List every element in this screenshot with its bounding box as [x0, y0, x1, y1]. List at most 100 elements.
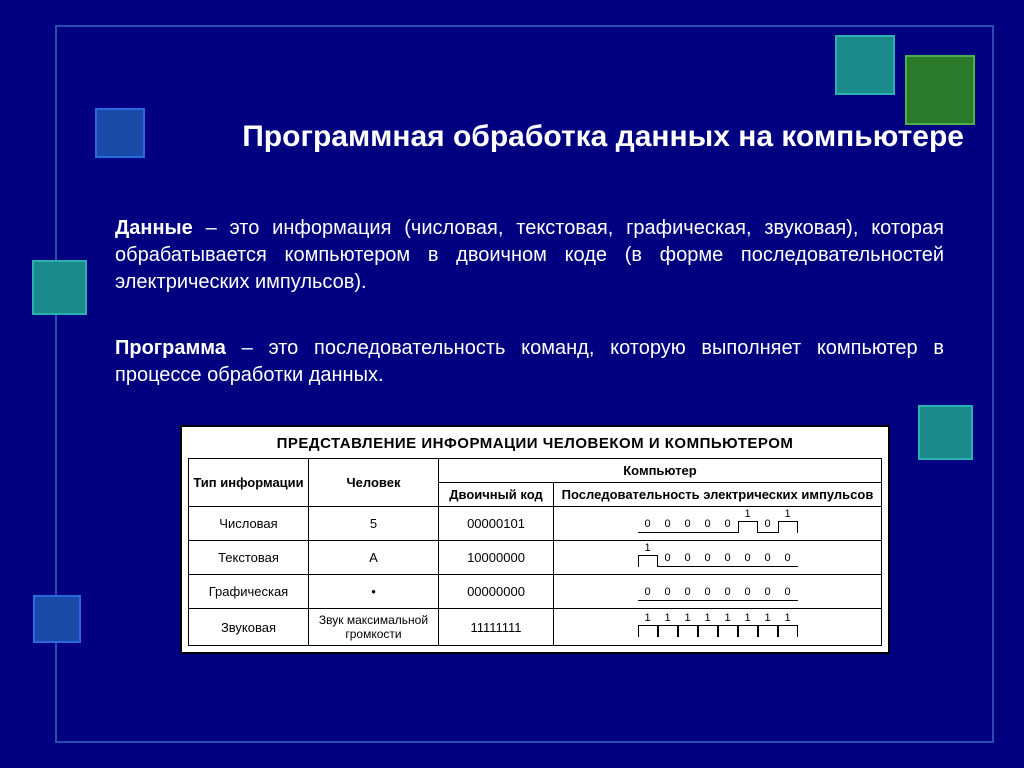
- bit-digit: 0: [678, 552, 698, 564]
- bit-digit: 0: [658, 552, 678, 564]
- pulse-low: 0: [638, 532, 658, 533]
- bit-digit: 0: [718, 518, 738, 530]
- bit-digit: 0: [758, 586, 778, 598]
- th-binary: Двоичный код: [439, 483, 554, 507]
- cell-human: Звук максимальной громкости: [309, 609, 439, 646]
- bit-digit: 0: [738, 552, 758, 564]
- bit-digit: 0: [658, 518, 678, 530]
- table-header-row-1: Тип информации Человек Компьютер: [189, 459, 882, 483]
- pulse-low: 0: [758, 566, 778, 567]
- pulse-low: 0: [778, 600, 798, 601]
- info-table-container: ПРЕДСТАВЛЕНИЕ ИНФОРМАЦИИ ЧЕЛОВЕКОМ И КОМ…: [180, 425, 890, 654]
- pulse-low: 0: [658, 566, 678, 567]
- bit-digit: 1: [659, 612, 677, 624]
- decor-square-teal-top: [835, 35, 895, 95]
- bit-digit: 1: [639, 612, 657, 624]
- cell-binary: 10000000: [439, 541, 554, 575]
- pulse-low: 0: [758, 532, 778, 533]
- pulse-low: 0: [658, 532, 678, 533]
- cell-human: A: [309, 541, 439, 575]
- impulse-signal: 00000000: [638, 579, 798, 601]
- pulse-high: 1: [738, 625, 758, 637]
- cell-impulse: 00000101: [554, 507, 882, 541]
- term-data: Данные: [115, 217, 193, 239]
- bit-digit: 0: [658, 586, 678, 598]
- pulse-high: 1: [698, 625, 718, 637]
- bit-digit: 0: [698, 518, 718, 530]
- cell-impulse: 11111111: [554, 609, 882, 646]
- bit-digit: 0: [778, 586, 798, 598]
- paragraph-data-defn: Данные – это информация (числовая, текст…: [115, 215, 944, 296]
- pulse-low: 0: [678, 532, 698, 533]
- decor-square-blue-bottom: [33, 595, 81, 643]
- cell-type: Звуковая: [189, 609, 309, 646]
- paragraph-data-body: – это информация (числовая, текстовая, г…: [115, 217, 944, 293]
- pulse-low: 0: [738, 566, 758, 567]
- cell-binary: 11111111: [439, 609, 554, 646]
- bit-digit: 0: [738, 586, 758, 598]
- decor-square-teal-right: [918, 405, 973, 460]
- bit-digit: 0: [698, 552, 718, 564]
- cell-binary: 00000101: [439, 507, 554, 541]
- th-impulse: Последовательность электрических импульс…: [554, 483, 882, 507]
- table-row: ТекстоваяA1000000010000000: [189, 541, 882, 575]
- impulse-signal: 11111111: [638, 615, 798, 637]
- pulse-high: 1: [778, 625, 798, 637]
- bit-digit: 1: [779, 612, 797, 624]
- th-computer: Компьютер: [439, 459, 882, 483]
- table-title: ПРЕДСТАВЛЕНИЕ ИНФОРМАЦИИ ЧЕЛОВЕКОМ И КОМ…: [188, 431, 882, 458]
- impulse-signal: 00000101: [638, 511, 798, 533]
- pulse-low: 0: [758, 600, 778, 601]
- cell-type: Текстовая: [189, 541, 309, 575]
- th-human: Человек: [309, 459, 439, 507]
- bit-digit: 0: [638, 586, 658, 598]
- slide-title: Программная обработка данных на компьюте…: [195, 118, 964, 156]
- bit-digit: 0: [758, 552, 778, 564]
- pulse-high: 1: [658, 625, 678, 637]
- pulse-low: 0: [678, 600, 698, 601]
- pulse-low: 0: [658, 600, 678, 601]
- pulse-low: 0: [698, 600, 718, 601]
- decor-square-green-top: [905, 55, 975, 125]
- pulse-low: 0: [678, 566, 698, 567]
- table-row: Числовая50000010100000101: [189, 507, 882, 541]
- cell-impulse: 00000000: [554, 575, 882, 609]
- bit-digit: 1: [739, 508, 757, 520]
- term-program: Программа: [115, 337, 226, 359]
- cell-type: Графическая: [189, 575, 309, 609]
- pulse-low: 0: [638, 600, 658, 601]
- cell-human: •: [309, 575, 439, 609]
- pulse-high: 1: [758, 625, 778, 637]
- bit-digit: 1: [739, 612, 757, 624]
- paragraph-program-defn: Программа – это последовательность коман…: [115, 335, 944, 389]
- paragraph-program-body: – это последовательность команд, которую…: [115, 337, 944, 386]
- bit-digit: 0: [698, 586, 718, 598]
- decor-square-blue-title: [95, 108, 145, 158]
- pulse-high: 1: [718, 625, 738, 637]
- bit-digit: 1: [639, 542, 657, 554]
- pulse-low: 0: [718, 566, 738, 567]
- pulse-low: 0: [718, 600, 738, 601]
- decor-square-teal-left: [32, 260, 87, 315]
- table-row: Графическая•0000000000000000: [189, 575, 882, 609]
- cell-type: Числовая: [189, 507, 309, 541]
- cell-human: 5: [309, 507, 439, 541]
- bit-digit: 0: [638, 518, 658, 530]
- table-row: ЗвуковаяЗвук максимальной громкости11111…: [189, 609, 882, 646]
- bit-digit: 0: [678, 518, 698, 530]
- pulse-high: 1: [778, 521, 798, 533]
- bit-digit: 0: [678, 586, 698, 598]
- info-table: Тип информации Человек Компьютер Двоичны…: [188, 458, 882, 646]
- cell-binary: 00000000: [439, 575, 554, 609]
- cell-impulse: 10000000: [554, 541, 882, 575]
- bit-digit: 0: [718, 552, 738, 564]
- pulse-high: 1: [638, 555, 658, 567]
- impulse-signal: 10000000: [638, 545, 798, 567]
- pulse-low: 0: [718, 532, 738, 533]
- bit-digit: 1: [779, 508, 797, 520]
- pulse-low: 0: [698, 566, 718, 567]
- bit-digit: 1: [679, 612, 697, 624]
- bit-digit: 0: [758, 518, 778, 530]
- table-body: Числовая50000010100000101ТекстоваяA10000…: [189, 507, 882, 646]
- bit-digit: 1: [759, 612, 777, 624]
